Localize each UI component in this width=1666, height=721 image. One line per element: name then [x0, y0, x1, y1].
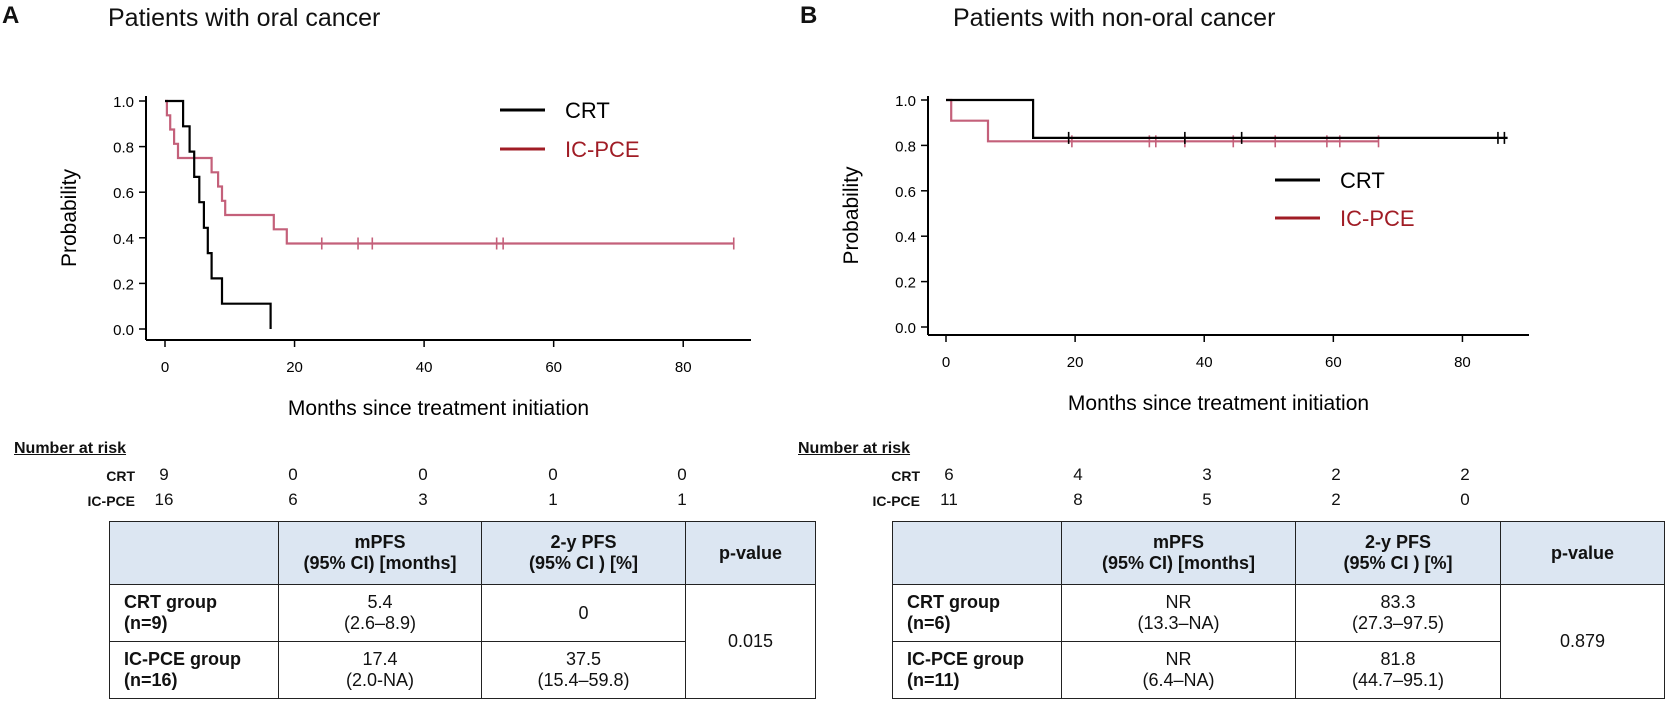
risk-value: 2 — [1460, 465, 1470, 484]
x-tick-label: 60 — [1325, 354, 1342, 371]
table-row-label: CRT group (n=9) — [109, 584, 279, 642]
risk-value: 1 — [677, 490, 687, 509]
x-tick-label: 80 — [1454, 354, 1471, 371]
table-header-cell — [109, 521, 279, 585]
table-header-cell — [892, 521, 1062, 585]
p-value-cell: 0.879 — [1500, 584, 1665, 699]
pfs-summary-table: mPFS (95% CI) [months] 2-y PFS (95% CI ) [… — [109, 521, 816, 699]
risk-value: 4 — [1073, 465, 1083, 484]
x-axis-label: Months since treatment initiation — [1068, 392, 1369, 415]
table-header-cell: p-value — [1500, 521, 1665, 585]
table-header-cell: p-value — [685, 521, 816, 585]
risk-label-icpce: IC-PCE — [872, 493, 920, 509]
table-cell: 17.4 (2.0-NA) — [278, 641, 482, 699]
x-tick-label: 40 — [416, 359, 433, 376]
series-line-ic-pce — [165, 99, 734, 245]
y-tick-label: 1.0 — [113, 94, 134, 111]
table-row: IC-PCE group (n=16) 17.4 (2.0-NA) 37.5 (15.… — [109, 641, 816, 699]
y-tick-label: 1.0 — [895, 93, 916, 110]
y-tick-label: 0.0 — [113, 322, 134, 339]
panel-title: Patients with non-oral cancer — [953, 4, 1276, 32]
table-row-label: CRT group (n=6) — [892, 584, 1062, 642]
x-tick-label: 80 — [675, 359, 692, 376]
y-tick-label: 0.8 — [895, 138, 916, 155]
table-cell: 5.4 (2.6–8.9) — [278, 584, 482, 642]
risk-value: 0 — [1460, 490, 1470, 509]
table-cell: 0 — [481, 584, 686, 642]
risk-value: 1 — [548, 490, 558, 509]
risk-label-icpce: IC-PCE — [87, 493, 135, 509]
table-cell: 37.5 (15.4–59.8) — [481, 641, 686, 699]
table-cell: NR (6.4–NA) — [1061, 641, 1296, 699]
km-chart-non-oral: 0.0 0.2 0.4 0.6 0.8 1.0 0 20 40 60 80 Months since … — [840, 93, 1529, 415]
x-tick-label: 0 — [161, 359, 169, 376]
series-line-ic-pce — [946, 98, 1379, 143]
x-tick-label: 60 — [545, 359, 562, 376]
table-row: IC-PCE group (n=11) NR (6.4–NA) 81.8 (44.7–… — [892, 641, 1665, 699]
table-header-cell: 2-y PFS (95% CI ) [%] — [481, 521, 686, 585]
x-tick-label: 20 — [286, 359, 303, 376]
table-row: CRT group (n=9) 5.4 (2.6–8.9) 0 0.015 — [109, 584, 816, 699]
risk-label-crt: CRT — [106, 468, 135, 484]
risk-label-crt: CRT — [891, 468, 920, 484]
table-row: CRT group (n=6) NR (13.3–NA) 83.3 (27.3–97.… — [892, 584, 1665, 699]
km-chart-oral: 0.0 0.2 0.4 0.6 0.8 1.0 0 20 40 60 80 Months since … — [58, 94, 751, 420]
legend-label-crt: CRT — [1340, 168, 1385, 193]
table-header-cell: mPFS (95% CI) [months] — [278, 521, 482, 585]
risk-value: 2 — [1331, 490, 1341, 509]
y-tick-label: 0.4 — [895, 229, 916, 246]
risk-value: 16 — [154, 490, 174, 509]
risk-value: 9 — [159, 465, 169, 484]
panel-b: B Patients with non-oral cancer 0.0 0.2 0.… — [798, 0, 1666, 721]
table-cell: 81.8 (44.7–95.1) — [1295, 641, 1501, 699]
table-header-row: mPFS (95% CI) [months] 2-y PFS (95% CI ) [… — [892, 521, 1665, 585]
y-tick-label: 0.0 — [895, 320, 916, 337]
risk-value: 6 — [944, 465, 954, 484]
risk-value: 0 — [288, 465, 298, 484]
pfs-summary-table: mPFS (95% CI) [months] 2-y PFS (95% CI ) [… — [892, 521, 1665, 699]
x-tick-label: 40 — [1196, 354, 1213, 371]
table-cell: 83.3 (27.3–97.5) — [1295, 584, 1501, 642]
panel-label: B — [800, 2, 818, 29]
risk-value: 5 — [1202, 490, 1212, 509]
y-tick-label: 0.4 — [113, 231, 134, 248]
y-axis-label: Probability — [58, 168, 81, 267]
y-tick-label: 0.2 — [113, 276, 134, 293]
risk-value: 3 — [1202, 465, 1212, 484]
series-line-crt — [165, 99, 272, 329]
risk-value: 0 — [677, 465, 687, 484]
table-header-cell: 2-y PFS (95% CI ) [%] — [1295, 521, 1501, 585]
risk-value: 11 — [940, 490, 958, 509]
risk-value: 6 — [288, 490, 298, 509]
risk-value: 3 — [418, 490, 428, 509]
x-tick-label: 20 — [1067, 354, 1084, 371]
risk-value: 8 — [1073, 490, 1083, 509]
risk-table-title: Number at risk — [14, 440, 127, 457]
legend-label-ic-pce: IC-PCE — [1340, 206, 1415, 231]
table-row-label: IC-PCE group (n=16) — [109, 641, 279, 699]
table-header-cell: mPFS (95% CI) [months] — [1061, 521, 1296, 585]
table-header-row: mPFS (95% CI) [months] 2-y PFS (95% CI ) [… — [109, 521, 816, 585]
table-cell: NR (13.3–NA) — [1061, 584, 1296, 642]
x-tick-label: 0 — [942, 354, 950, 371]
legend-label-ic-pce: IC-PCE — [565, 137, 640, 162]
panel-title: Patients with oral cancer — [108, 4, 381, 32]
y-axis-label: Probability — [840, 166, 863, 265]
risk-value: 0 — [548, 465, 558, 484]
p-value-cell: 0.015 — [685, 584, 816, 699]
table-row-label: IC-PCE group (n=11) — [892, 641, 1062, 699]
risk-table-title: Number at risk — [798, 440, 911, 457]
legend-label-crt: CRT — [565, 98, 610, 123]
panel-label: A — [2, 2, 20, 29]
x-axis-label: Months since treatment initiation — [288, 397, 589, 420]
series-line-crt — [946, 98, 1508, 139]
y-tick-label: 0.8 — [113, 140, 134, 157]
y-tick-label: 0.6 — [895, 184, 916, 201]
y-tick-label: 0.6 — [113, 185, 134, 202]
y-tick-label: 0.2 — [895, 275, 916, 292]
risk-value: 2 — [1331, 465, 1341, 484]
panel-a: A Patients with oral cancer 0.0 0.2 0.4 0.6… — [2, 2, 816, 699]
risk-value: 0 — [418, 465, 428, 484]
